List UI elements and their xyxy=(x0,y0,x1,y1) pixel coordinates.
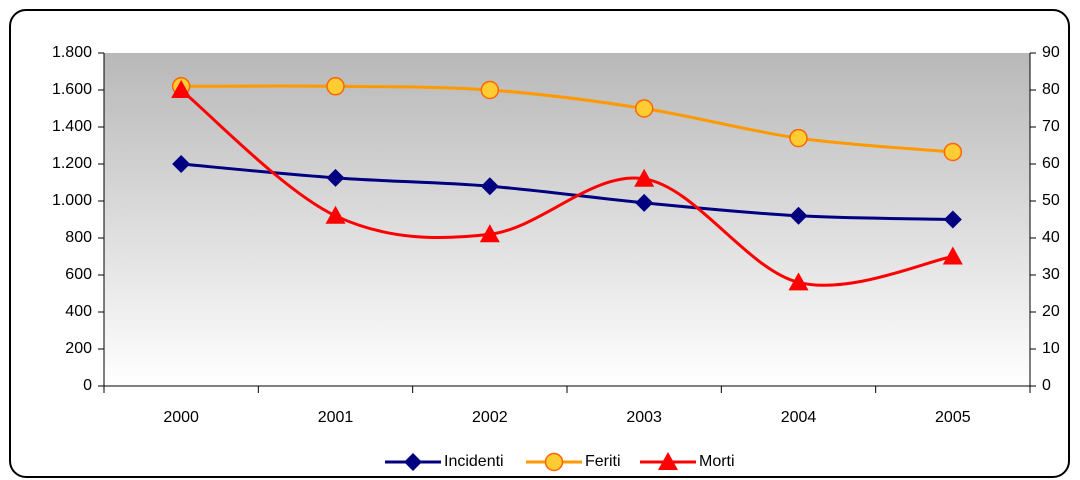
y2-tick-label: 70 xyxy=(1042,118,1060,135)
y-tick-label: 0 xyxy=(83,377,92,394)
data-point xyxy=(942,246,963,265)
series-line xyxy=(181,162,953,221)
data-point xyxy=(634,168,655,187)
legend-label: Incidenti xyxy=(444,453,504,470)
y-tick-label: 1.600 xyxy=(52,81,92,98)
y2-tick-label: 50 xyxy=(1042,192,1060,209)
x-tick-label: 2001 xyxy=(318,409,354,426)
y-tick-label: 1.400 xyxy=(52,118,92,135)
data-point xyxy=(634,99,654,118)
data-point xyxy=(789,128,808,148)
data-point xyxy=(635,193,654,212)
y2-tick-label: 90 xyxy=(1042,44,1060,61)
data-point xyxy=(943,142,963,162)
data-point xyxy=(480,177,499,196)
data-point xyxy=(172,155,191,173)
y-tick-label: 1.000 xyxy=(52,192,92,209)
y-tick-label: 400 xyxy=(65,303,92,320)
data-point xyxy=(325,205,346,224)
y-tick-label: 200 xyxy=(65,340,92,357)
x-tick-label: 2002 xyxy=(472,409,508,426)
legend-marker xyxy=(658,452,678,470)
data-point xyxy=(326,77,345,96)
x-tick-label: 2004 xyxy=(781,409,817,426)
legend-marker xyxy=(544,452,564,472)
y2-tick-label: 10 xyxy=(1042,340,1060,357)
x-tick-label: 2000 xyxy=(163,409,199,426)
data-point xyxy=(943,210,962,229)
series-line xyxy=(181,84,953,154)
y2-tick-label: 20 xyxy=(1042,303,1060,320)
y2-tick-label: 30 xyxy=(1042,266,1060,283)
data-point xyxy=(171,80,192,98)
series-line xyxy=(180,88,954,287)
legend-marker xyxy=(404,453,422,471)
data-point xyxy=(480,80,500,100)
y-tick-label: 800 xyxy=(65,229,92,246)
x-tick-label: 2005 xyxy=(935,409,971,426)
legend-label: Morti xyxy=(699,453,735,470)
y2-tick-label: 80 xyxy=(1042,81,1060,98)
x-tick-label: 2003 xyxy=(626,409,662,426)
y-tick-label: 1.200 xyxy=(52,155,92,172)
y-tick-label: 1.800 xyxy=(52,44,92,61)
data-point xyxy=(788,272,809,291)
y2-tick-label: 40 xyxy=(1042,229,1060,246)
y2-tick-label: 60 xyxy=(1042,155,1060,172)
y-tick-label: 600 xyxy=(65,266,92,283)
legend-label: Feriti xyxy=(585,453,621,470)
y2-tick-label: 0 xyxy=(1042,377,1051,394)
data-point xyxy=(479,224,500,243)
data-point xyxy=(789,206,808,225)
data-point xyxy=(326,168,345,187)
